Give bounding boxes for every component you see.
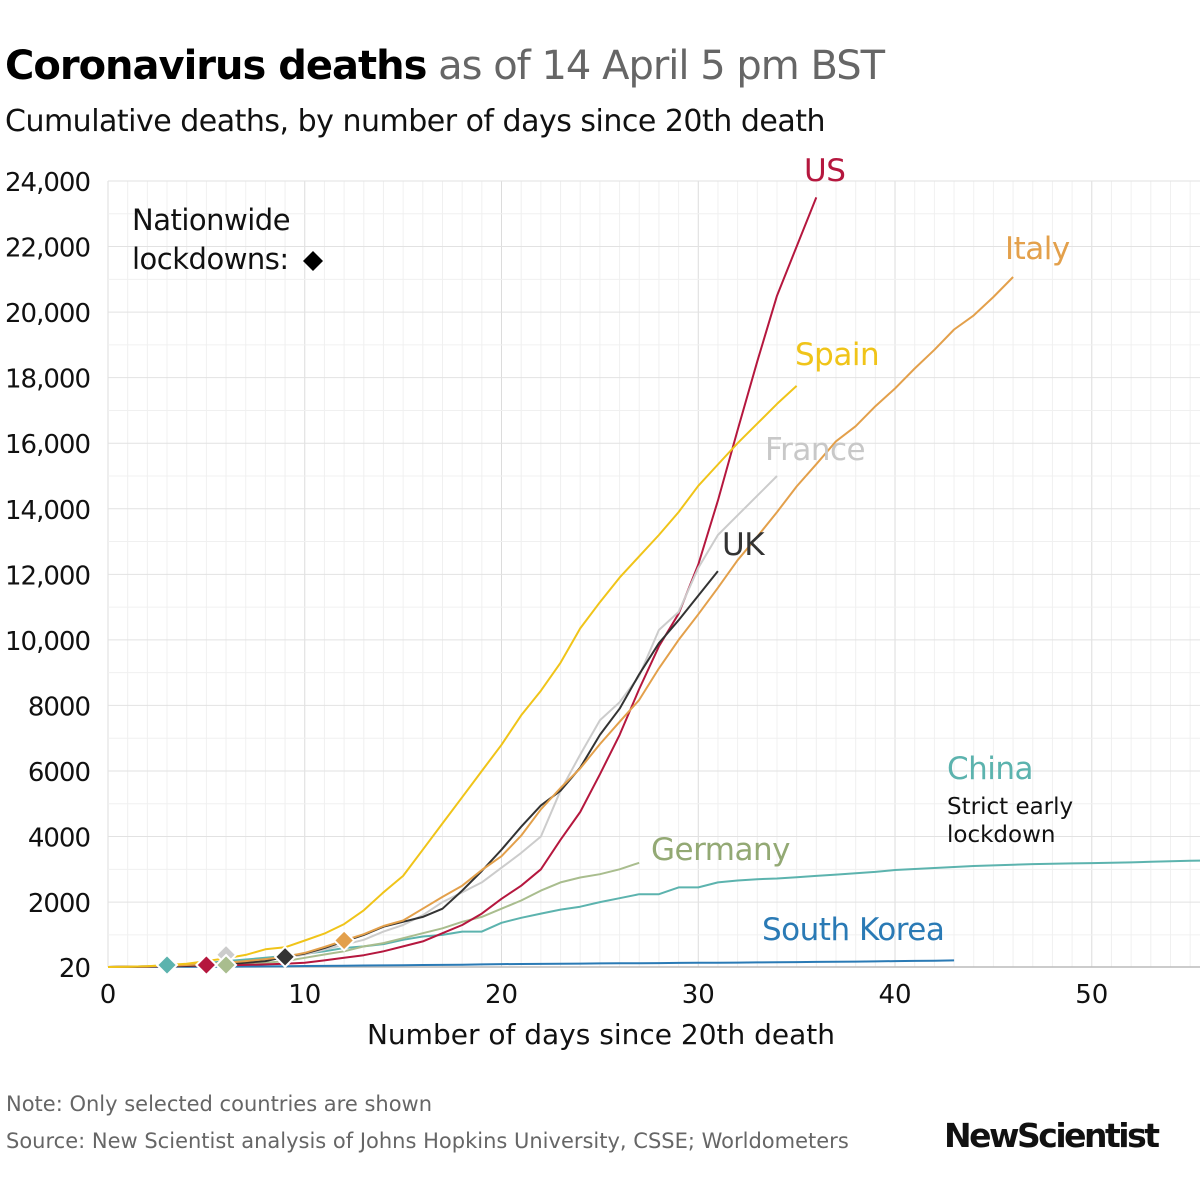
series-line-italy (108, 276, 1014, 968)
y-tick-label: 16,000 (5, 430, 90, 460)
series-line-spain (108, 385, 798, 968)
y-tick-label: 20,000 (5, 299, 90, 329)
lockdown-marker-china (155, 953, 179, 977)
lockdown-marker-us (194, 953, 218, 977)
x-axis-label-text: Number of days since 20th death (366, 1018, 836, 1051)
label-italy: Italy (1005, 231, 1070, 267)
label-germany: Germany (651, 832, 790, 868)
legend-line2: lockdowns: (132, 242, 289, 276)
y-tick-label: 2000 (28, 889, 90, 919)
x-tick-label: 10 (288, 980, 321, 1010)
x-tick-label: 20 (485, 980, 518, 1010)
lockdown-marker-uk (273, 945, 297, 969)
y-tick-label: 10,000 (5, 627, 90, 657)
y-tick-label: 4000 (28, 824, 90, 854)
y-tick-label: 12,000 (5, 561, 90, 591)
series-line-uk (108, 570, 719, 968)
legend-line1: Nationwide (132, 203, 291, 237)
x-tick-label: 50 (1075, 980, 1108, 1010)
y-tick-label: 8000 (28, 692, 90, 722)
series-line-germany (108, 861, 640, 968)
y-tick-label: 24,000 (5, 168, 90, 198)
title-date: as of 14 April 5 pm BST (438, 43, 885, 89)
x-tick-label: 40 (878, 980, 911, 1010)
label-china: China (947, 751, 1034, 787)
new-scientist-logo: NewScientist (944, 1116, 1160, 1155)
label-uk: UK (722, 527, 765, 563)
y-tick-label: 6000 (28, 758, 90, 788)
y-tick-label: 22,000 (5, 234, 90, 264)
x-tick-label: 0 (100, 980, 117, 1010)
label-south-korea: South Korea (762, 912, 945, 948)
y-tick-label: 18,000 (5, 365, 90, 395)
lockdown-marker-italy (332, 929, 356, 952)
china-note-line2: lockdown (947, 822, 1056, 848)
series-line-china (108, 859, 1200, 968)
legend-diamond-icon (303, 251, 323, 271)
y-tick-label: 14,000 (5, 496, 90, 526)
x-tick-label: 30 (682, 980, 715, 1010)
source: Source: New Scientist analysis of Johns … (6, 1129, 849, 1153)
label-france: France (765, 432, 866, 468)
label-us: US (804, 153, 846, 189)
chart-title: Coronavirus deaths as of 14 April 5 pm B… (5, 42, 885, 90)
china-note-line1: Strict early (947, 794, 1074, 820)
lockdown-marker-germany (214, 953, 238, 977)
x-axis-label: Number of days since 20th death (0, 1018, 1200, 1051)
label-spain: Spain (795, 337, 880, 373)
title-bold: Coronavirus deaths (5, 43, 427, 89)
chart-subtitle: Cumulative deaths, by number of days sin… (5, 104, 826, 139)
footnote: Note: Only selected countries are shown (6, 1092, 433, 1116)
y-tick-label: 20 (59, 954, 90, 984)
series-line-south-korea (108, 959, 955, 968)
